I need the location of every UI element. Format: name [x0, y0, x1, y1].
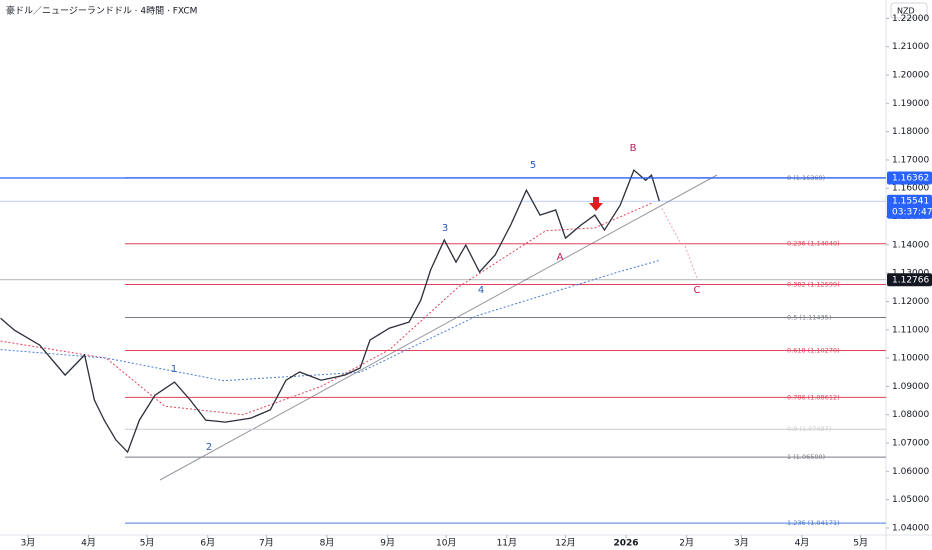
x-tick-label: 5月 — [140, 538, 155, 549]
fib-label: 1 (1.06500) — [787, 453, 825, 461]
x-tick-label: 12月 — [555, 538, 575, 549]
fib-label: 0.9 (1.07487) — [787, 425, 831, 433]
x-tick-label: 5月 — [853, 538, 868, 549]
y-tick-label: 1.09000 — [892, 382, 929, 392]
fib-label: 0.618 (1.10270) — [787, 346, 840, 354]
x-tick-label: 3月 — [21, 538, 36, 549]
moving-average — [0, 201, 654, 416]
y-tick-label: 1.04000 — [892, 523, 929, 533]
price-line — [0, 169, 660, 454]
moving-average — [0, 259, 660, 382]
x-tick-label: 8月 — [320, 538, 335, 549]
currency: NZD — [897, 7, 915, 16]
projection-arrow — [659, 204, 681, 243]
y-tick-label: 1.16000 — [892, 184, 929, 194]
fib-label: 0.382 (1.12599) — [787, 281, 840, 289]
y-tick-label: 1.21000 — [892, 42, 929, 52]
wave-label: 2 — [206, 442, 212, 453]
fib-label: 0.786 (1.08612) — [787, 393, 840, 401]
price-tag-label: 1.15541 — [892, 197, 929, 207]
price-tag-label: 1.16362 — [892, 173, 929, 183]
wave-label: 3 — [442, 223, 448, 234]
wave-label: C — [694, 285, 701, 296]
x-tick-label: 2026 — [614, 539, 639, 549]
x-tick-label: 4月 — [81, 538, 96, 549]
y-tick-label: 1.10000 — [892, 354, 929, 364]
y-tick-label: 1.20000 — [892, 71, 929, 81]
wave-label: 4 — [478, 285, 484, 296]
y-tick-label: 1.22000 — [892, 14, 929, 24]
y-tick-label: 1.11000 — [892, 325, 929, 335]
price-tag-label: 1.12766 — [892, 275, 929, 285]
price-tag — [887, 171, 932, 185]
wave-label: A — [557, 252, 564, 263]
y-tick-label: 1.08000 — [892, 410, 929, 420]
fib-label: 0.5 (1.11435) — [787, 313, 831, 321]
price-tag-timer: 03:37:47 — [892, 208, 932, 218]
x-tick-label: 6月 — [200, 538, 215, 549]
y-tick-label: 1.06000 — [892, 467, 929, 477]
fib-label: 1.236 (1.04171) — [787, 519, 840, 527]
x-tick-label: 7月 — [259, 538, 274, 549]
x-tick-label: 10月 — [436, 538, 456, 549]
projection-arrow — [684, 245, 698, 279]
y-tick-label: 1.12000 — [892, 297, 929, 307]
fib-label: 0.236 (1.14040) — [787, 240, 840, 248]
y-tick-label: 1.05000 — [892, 495, 929, 505]
signal-arrow — [589, 197, 603, 211]
price-tag — [887, 194, 932, 219]
wave-label: 5 — [530, 160, 536, 171]
wave-label: B — [630, 143, 637, 154]
y-tick-label: 1.19000 — [892, 99, 929, 109]
chart-title: 豪ドル／ニュージーランドドル · 4時間 · FXCM — [6, 5, 197, 17]
x-tick-label: 2月 — [679, 538, 694, 549]
x-tick-label: 9月 — [380, 538, 395, 549]
y-tick-label: 1.17000 — [892, 155, 929, 165]
price-tag — [887, 273, 932, 287]
y-tick-label: 1.18000 — [892, 127, 929, 137]
currency-box — [890, 2, 928, 19]
plot-area: 0 (1.16369)0.236 (1.14040)0.382 (1.12599… — [0, 169, 886, 527]
y-tick-label: 1.14000 — [892, 240, 929, 250]
x-tick-label: 3月 — [734, 538, 749, 549]
x-tick-label: 4月 — [795, 538, 810, 549]
y-tick-label: 1.07000 — [892, 439, 929, 449]
wave-label: 1 — [171, 364, 177, 375]
x-tick-label: 11月 — [497, 538, 517, 549]
